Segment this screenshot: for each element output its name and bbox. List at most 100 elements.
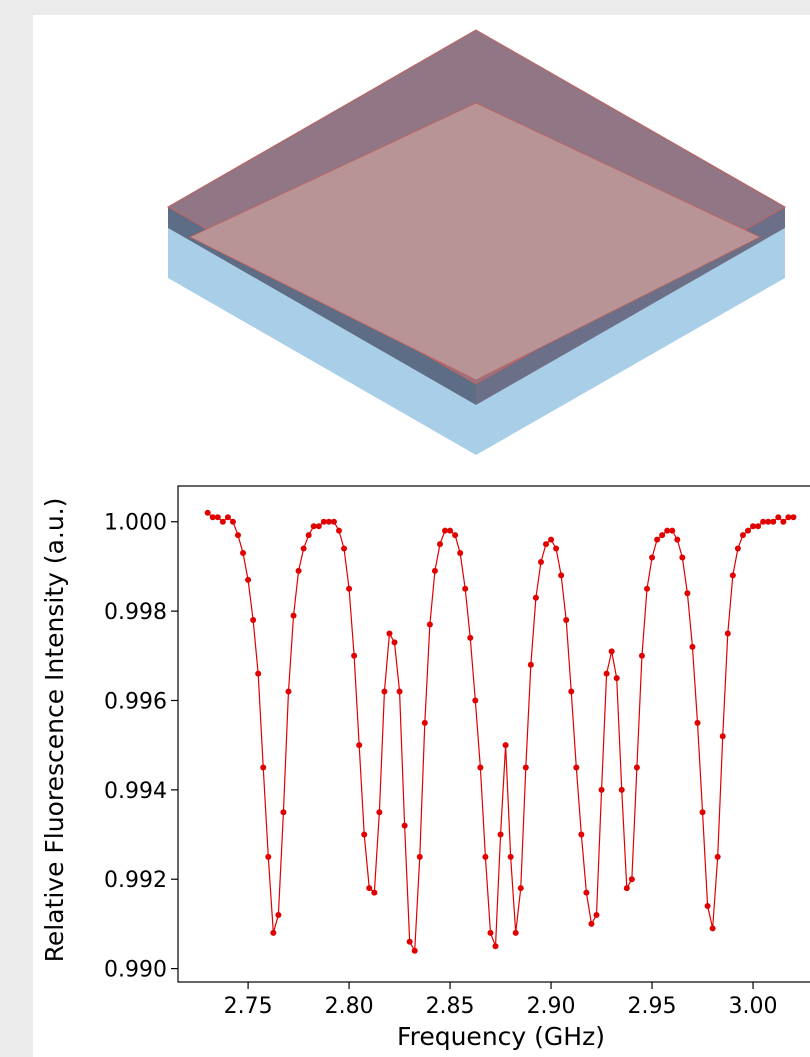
data-point (669, 528, 675, 534)
data-point (599, 787, 605, 793)
data-point (437, 541, 443, 547)
x-axis-label: Frequency (GHz) (397, 1022, 605, 1051)
data-point (260, 765, 266, 771)
y-axis-label: Relative Fluorescence Intensity (a.u.) (40, 498, 69, 963)
data-point (563, 617, 569, 623)
data-point (644, 586, 650, 592)
page: {"chart_data": {"type": "line", "xlabel"… (0, 0, 810, 1057)
figure: Relative Fluorescence Intensity (a.u.) F… (0, 0, 810, 1057)
data-point (634, 765, 640, 771)
data-point (402, 823, 408, 829)
data-point (235, 532, 241, 538)
data-point (341, 546, 347, 552)
data-point (533, 595, 539, 601)
data-point (306, 532, 312, 538)
data-point (301, 546, 307, 552)
data-point (679, 554, 685, 560)
data-point (270, 930, 276, 936)
data-point (472, 697, 478, 703)
data-point (457, 550, 463, 556)
x-tick-label: 3.00 (729, 994, 778, 1019)
data-point (376, 809, 382, 815)
data-point (528, 662, 534, 668)
data-point (366, 885, 372, 891)
data-point (629, 876, 635, 882)
data-point (548, 537, 554, 543)
data-point (482, 854, 488, 860)
data-point (250, 617, 256, 623)
data-point (639, 653, 645, 659)
data-point (316, 523, 322, 529)
data-point (518, 885, 524, 891)
data-point (614, 675, 620, 681)
data-point (280, 809, 286, 815)
data-point (351, 653, 357, 659)
data-point (710, 925, 716, 931)
data-point (619, 787, 625, 793)
data-point (245, 577, 251, 583)
data-point (422, 720, 428, 726)
data-point (356, 742, 362, 748)
y-tick-label: 0.994 (104, 779, 167, 804)
data-point (735, 546, 741, 552)
data-point (775, 514, 781, 520)
data-point (558, 572, 564, 578)
data-point (215, 514, 221, 520)
data-point (705, 903, 711, 909)
data-point (240, 550, 246, 556)
data-point (700, 809, 706, 815)
data-point (684, 590, 690, 596)
data-point (770, 519, 776, 525)
data-point (427, 622, 433, 628)
data-point (730, 572, 736, 578)
data-point (498, 832, 504, 838)
data-point (230, 519, 236, 525)
data-point (604, 671, 610, 677)
data-point (462, 586, 468, 592)
data-point (291, 613, 297, 619)
data-point (477, 765, 483, 771)
data-point (578, 832, 584, 838)
data-point (397, 689, 403, 695)
data-point (740, 532, 746, 538)
y-tick-label: 0.990 (104, 958, 167, 983)
data-point (503, 742, 509, 748)
x-tick-label: 2.80 (325, 994, 374, 1019)
data-point (694, 720, 700, 726)
data-point (553, 546, 559, 552)
data-point (674, 537, 680, 543)
data-point (346, 586, 352, 592)
data-point (361, 832, 367, 838)
data-point (513, 930, 519, 936)
data-point (715, 854, 721, 860)
data-point (225, 514, 231, 520)
data-point (568, 689, 574, 695)
data-point (659, 532, 665, 538)
data-point (275, 912, 281, 918)
data-point (725, 630, 731, 636)
y-tick-label: 0.992 (104, 868, 167, 893)
data-point (265, 854, 271, 860)
data-point (755, 523, 761, 529)
data-point (745, 528, 751, 534)
data-point (523, 765, 529, 771)
data-point (296, 568, 302, 574)
data-point (538, 559, 544, 565)
data-point (720, 733, 726, 739)
data-point (588, 921, 594, 927)
data-point (417, 854, 423, 860)
data-point (508, 854, 514, 860)
data-point (407, 939, 413, 945)
data-point (654, 537, 660, 543)
data-point (336, 528, 342, 534)
data-point (624, 885, 630, 891)
data-point (573, 765, 579, 771)
data-point (331, 519, 337, 525)
data-point (493, 943, 499, 949)
data-point (432, 568, 438, 574)
data-point (583, 890, 589, 896)
data-point (609, 648, 615, 654)
x-tick-label: 2.90 (527, 994, 576, 1019)
data-point (790, 514, 796, 520)
y-tick-label: 1.000 (104, 511, 167, 536)
